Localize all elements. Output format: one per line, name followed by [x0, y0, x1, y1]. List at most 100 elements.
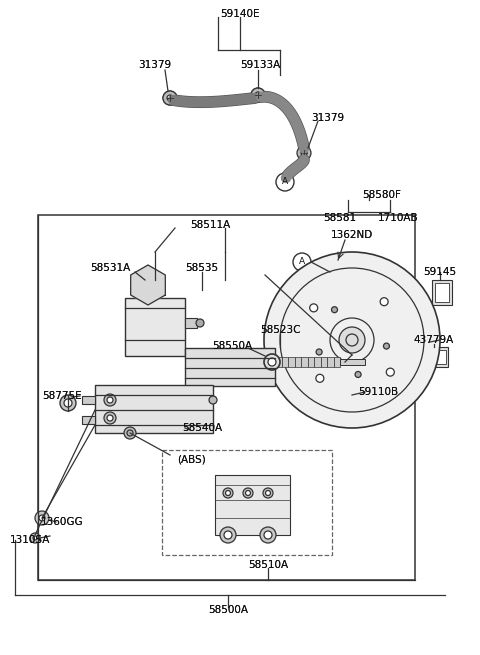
Circle shape	[339, 327, 365, 353]
Bar	[295, 357, 301, 367]
Circle shape	[245, 491, 251, 495]
Text: 1360GG: 1360GG	[41, 517, 84, 527]
Text: 59145: 59145	[423, 267, 456, 277]
Text: 58535: 58535	[185, 263, 218, 273]
Circle shape	[104, 394, 116, 406]
Text: 1310SA: 1310SA	[10, 535, 50, 545]
Circle shape	[332, 307, 337, 312]
Circle shape	[263, 488, 273, 498]
Text: 58581: 58581	[324, 213, 357, 223]
Circle shape	[386, 368, 394, 376]
Circle shape	[60, 395, 76, 411]
Text: 58535: 58535	[185, 263, 218, 273]
Circle shape	[265, 491, 271, 495]
Circle shape	[316, 374, 324, 383]
Text: (ABS): (ABS)	[178, 455, 206, 465]
Bar	[95, 385, 213, 433]
Text: 58531A: 58531A	[90, 263, 130, 273]
Text: 58511A: 58511A	[190, 220, 230, 230]
Circle shape	[355, 371, 361, 377]
Circle shape	[224, 531, 232, 539]
Circle shape	[380, 298, 388, 306]
Circle shape	[264, 354, 280, 370]
Circle shape	[264, 531, 272, 539]
Text: 58523C: 58523C	[260, 325, 300, 335]
Circle shape	[107, 397, 113, 403]
Circle shape	[104, 412, 116, 424]
Circle shape	[220, 527, 236, 543]
Text: 1710AB: 1710AB	[378, 213, 418, 223]
Text: 59133A: 59133A	[240, 60, 280, 70]
Circle shape	[268, 358, 276, 366]
Bar	[288, 357, 295, 367]
Circle shape	[209, 396, 217, 404]
Circle shape	[138, 275, 158, 295]
Bar	[185, 348, 275, 386]
Circle shape	[107, 415, 113, 421]
Bar	[215, 475, 290, 535]
Circle shape	[35, 511, 49, 525]
Text: 31379: 31379	[138, 60, 171, 70]
Text: 58510A: 58510A	[248, 560, 288, 570]
Text: 1710AB: 1710AB	[378, 213, 418, 223]
Circle shape	[255, 92, 261, 98]
Text: 58500A: 58500A	[208, 605, 248, 615]
Bar	[82, 416, 95, 424]
Text: 58540A: 58540A	[182, 423, 222, 433]
Text: 31379: 31379	[138, 60, 171, 70]
Text: 59140E: 59140E	[220, 9, 260, 19]
Text: 58580F: 58580F	[362, 190, 401, 200]
Circle shape	[226, 491, 230, 495]
Bar	[430, 347, 448, 367]
Circle shape	[196, 319, 204, 327]
Circle shape	[293, 253, 311, 271]
Text: 58775E: 58775E	[42, 391, 82, 401]
Circle shape	[124, 427, 136, 439]
Text: 59110B: 59110B	[358, 387, 398, 397]
Circle shape	[301, 150, 307, 156]
Text: 1362ND: 1362ND	[331, 230, 373, 240]
Text: 59140E: 59140E	[220, 9, 260, 19]
Bar	[321, 357, 327, 367]
Circle shape	[316, 349, 322, 355]
Circle shape	[276, 173, 294, 191]
Bar	[432, 280, 452, 305]
Text: A: A	[299, 257, 305, 267]
Polygon shape	[131, 265, 165, 305]
Bar	[432, 350, 446, 364]
Text: 58531A: 58531A	[90, 263, 130, 273]
Text: 58581: 58581	[324, 213, 357, 223]
Text: 58540A: 58540A	[182, 423, 222, 433]
Circle shape	[39, 515, 45, 521]
Circle shape	[64, 399, 72, 407]
Text: 43779A: 43779A	[414, 335, 454, 345]
Text: 59145: 59145	[423, 267, 456, 277]
Text: 58510A: 58510A	[248, 560, 288, 570]
Bar	[38, 215, 415, 580]
Circle shape	[33, 536, 37, 540]
Bar	[275, 357, 281, 367]
Bar	[162, 450, 332, 555]
Circle shape	[167, 95, 173, 101]
Text: 1360GG: 1360GG	[41, 517, 84, 527]
Circle shape	[310, 304, 318, 312]
Circle shape	[255, 92, 261, 98]
Circle shape	[260, 527, 276, 543]
Bar	[314, 357, 321, 367]
Circle shape	[297, 146, 311, 160]
Text: 58775E: 58775E	[42, 391, 82, 401]
Bar	[340, 359, 365, 365]
Circle shape	[30, 533, 40, 543]
Text: 1310SA: 1310SA	[10, 535, 50, 545]
Text: 58523C: 58523C	[260, 325, 300, 335]
Text: 59133A: 59133A	[240, 60, 280, 70]
Circle shape	[251, 88, 265, 102]
Circle shape	[223, 488, 233, 498]
Bar	[185, 318, 197, 328]
Circle shape	[163, 91, 177, 105]
Bar	[308, 357, 314, 367]
Bar	[435, 283, 449, 302]
Text: 58550A: 58550A	[212, 341, 252, 351]
Circle shape	[264, 252, 440, 428]
Bar	[125, 298, 185, 356]
